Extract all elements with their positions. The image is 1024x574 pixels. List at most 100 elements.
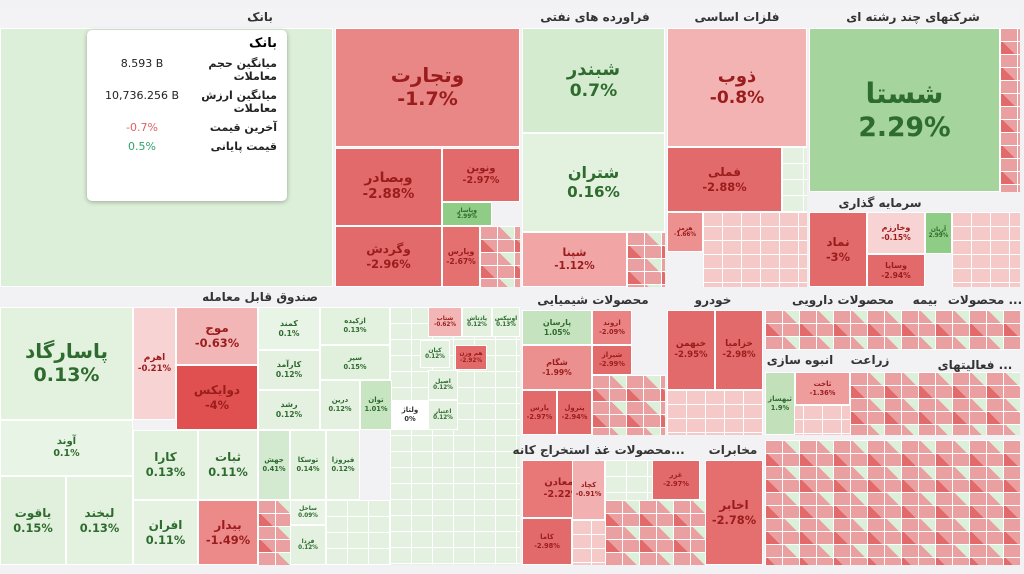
tooltip-label: قیمت پایانی: [210, 140, 277, 153]
tile-name: ثاخت: [813, 379, 832, 388]
tile[interactable]: درین 0.12%: [320, 380, 360, 430]
tile-change: -0.63%: [194, 336, 240, 351]
tooltip-value: -0.7%: [126, 121, 158, 134]
tile[interactable]: کارآمد 0.12%: [258, 350, 320, 390]
tile[interactable]: لبخند 0.13%: [66, 476, 133, 565]
tile[interactable]: وسایا -2.94%: [867, 254, 925, 287]
tile[interactable]: نماد -3%: [809, 212, 867, 287]
tile[interactable]: شگام -1.99%: [522, 345, 592, 390]
tile[interactable]: اعتبار 0.12%: [428, 400, 458, 430]
tile[interactable]: دوایکس -4%: [176, 365, 258, 430]
tile-change: 0.15%: [343, 362, 367, 371]
tile[interactable]: یاقوت 0.15%: [0, 476, 66, 565]
tile[interactable]: وپاسار 2.99%: [442, 202, 492, 226]
tile[interactable]: هرمز -1.66%: [667, 212, 703, 252]
tile-change: 0.41%: [262, 465, 286, 474]
small-tiles: [667, 390, 763, 435]
tile-change: -2.98%: [722, 350, 756, 361]
tile-name: شپنا: [562, 246, 587, 260]
tile[interactable]: ذوب -0.8%: [667, 28, 807, 147]
tile-change: 0.12%: [275, 370, 303, 380]
tile-change: 0.11%: [208, 465, 248, 480]
tile[interactable]: سپر 0.15%: [320, 345, 390, 380]
header-strip: [0, 8, 1020, 28]
tile-name: افران: [148, 517, 183, 532]
tile[interactable]: توسکا 0.14%: [290, 430, 326, 500]
tile[interactable]: ثبات 0.11%: [198, 430, 258, 500]
tile[interactable]: خزامیا -2.98%: [715, 310, 763, 390]
tile[interactable]: توان 1.01%: [360, 380, 392, 430]
tile-name: کاما: [540, 532, 554, 541]
tile[interactable]: وپارس -2.67%: [442, 226, 480, 287]
sector-title: فلزات اساسی: [694, 10, 780, 24]
tile[interactable]: کارا 0.13%: [133, 430, 198, 500]
tile-change: 0.13%: [145, 465, 186, 480]
tile-change: 2.99%: [928, 233, 949, 240]
tile-name: خزامیا: [725, 339, 753, 350]
tile[interactable]: کاما -2.98%: [522, 518, 572, 565]
tile[interactable]: وبصادر -2.88%: [335, 148, 442, 226]
tile-name: فیروزا: [331, 456, 355, 465]
tile[interactable]: ولتاژ 0%: [392, 400, 428, 430]
tile[interactable]: وگردش -2.96%: [335, 226, 442, 287]
tile[interactable]: هم وزن -2.92%: [455, 345, 487, 370]
tile[interactable]: اصیل 0.12%: [428, 370, 458, 400]
sector-title: صندوق قابل معامله: [202, 290, 318, 304]
tile[interactable]: شتاب -0.62%: [428, 307, 462, 337]
tile[interactable]: بیدار -1.49%: [198, 500, 258, 565]
tile-change: 0.12%: [331, 465, 355, 474]
tile-change: 1.05%: [543, 327, 571, 337]
tile-change: -2.94%: [881, 270, 911, 280]
tile-name: رشد: [280, 400, 298, 410]
tile[interactable]: شپنا -1.12%: [522, 232, 627, 287]
tile-change: -2.88%: [362, 187, 415, 203]
tile-change: 0.1%: [53, 448, 80, 460]
tile[interactable]: ونوین -2.97%: [442, 148, 520, 202]
tile[interactable]: ازکیده 0.13%: [320, 307, 390, 345]
tile[interactable]: ساحل 0.09%: [290, 500, 326, 525]
tile[interactable]: اهرم -0.21%: [133, 307, 176, 420]
tile[interactable]: آریان 2.99%: [925, 212, 952, 254]
tile[interactable]: ثبهساز 1.9%: [765, 372, 795, 435]
tile[interactable]: غزر -2.97%: [652, 460, 700, 500]
tile-change: 0.7%: [569, 81, 618, 102]
tile[interactable]: فیروزا 0.12%: [326, 430, 360, 500]
tile[interactable]: پارسان 1.05%: [522, 310, 592, 345]
tile[interactable]: آوند 0.1%: [0, 420, 133, 476]
tile-name: وپاسار: [457, 206, 477, 214]
tile[interactable]: کمند 0.1%: [258, 307, 320, 350]
tile[interactable]: فملی -2.88%: [667, 147, 782, 212]
tile[interactable]: فردا 0.12%: [290, 525, 326, 565]
tile[interactable]: خبهمن -2.95%: [667, 310, 715, 390]
sector-title: محصولات دارویی: [792, 293, 894, 307]
tile[interactable]: شیراز -2.99%: [592, 345, 632, 375]
tile[interactable]: ثاخت -1.36%: [795, 372, 850, 405]
tile-change: 0.13%: [343, 326, 367, 335]
tile[interactable]: جهش 0.41%: [258, 430, 290, 500]
small-tiles: [480, 226, 520, 287]
tile-name: توسکا: [297, 456, 319, 465]
tooltip-label: میانگین حجم معاملات: [208, 57, 277, 83]
tile[interactable]: کیان 0.12%: [420, 340, 450, 368]
tile[interactable]: کچاد -0.91%: [572, 460, 605, 520]
tile[interactable]: یادتاش 0.12%: [462, 307, 492, 337]
tile-change: -2.98%: [534, 541, 560, 550]
tile[interactable]: پاسارگاد 0.13%: [0, 307, 133, 420]
tile[interactable]: پارس -2.97%: [522, 390, 557, 435]
tile-name: ذوب: [717, 65, 757, 87]
tile[interactable]: پترول -2.94%: [557, 390, 592, 435]
tile[interactable]: افران 0.11%: [133, 500, 198, 565]
tile[interactable]: اونیکس 0.13%: [492, 307, 520, 337]
tile[interactable]: شستا 2.29%: [809, 28, 1000, 192]
tile[interactable]: موج -0.63%: [176, 307, 258, 365]
tile[interactable]: اخابر -2.78%: [705, 460, 763, 565]
tile[interactable]: وتجارت -1.7%: [335, 28, 520, 147]
tile[interactable]: رشد 0.12%: [258, 390, 320, 430]
tile[interactable]: وخارزم -0.15%: [867, 212, 925, 254]
tile[interactable]: اروند -2.09%: [592, 310, 632, 345]
tile[interactable]: شبندر 0.7%: [522, 28, 665, 133]
tile[interactable]: شتران 0.16%: [522, 133, 665, 232]
tile-change: -2.97%: [462, 175, 500, 187]
tile-name: پارسان: [542, 317, 572, 327]
